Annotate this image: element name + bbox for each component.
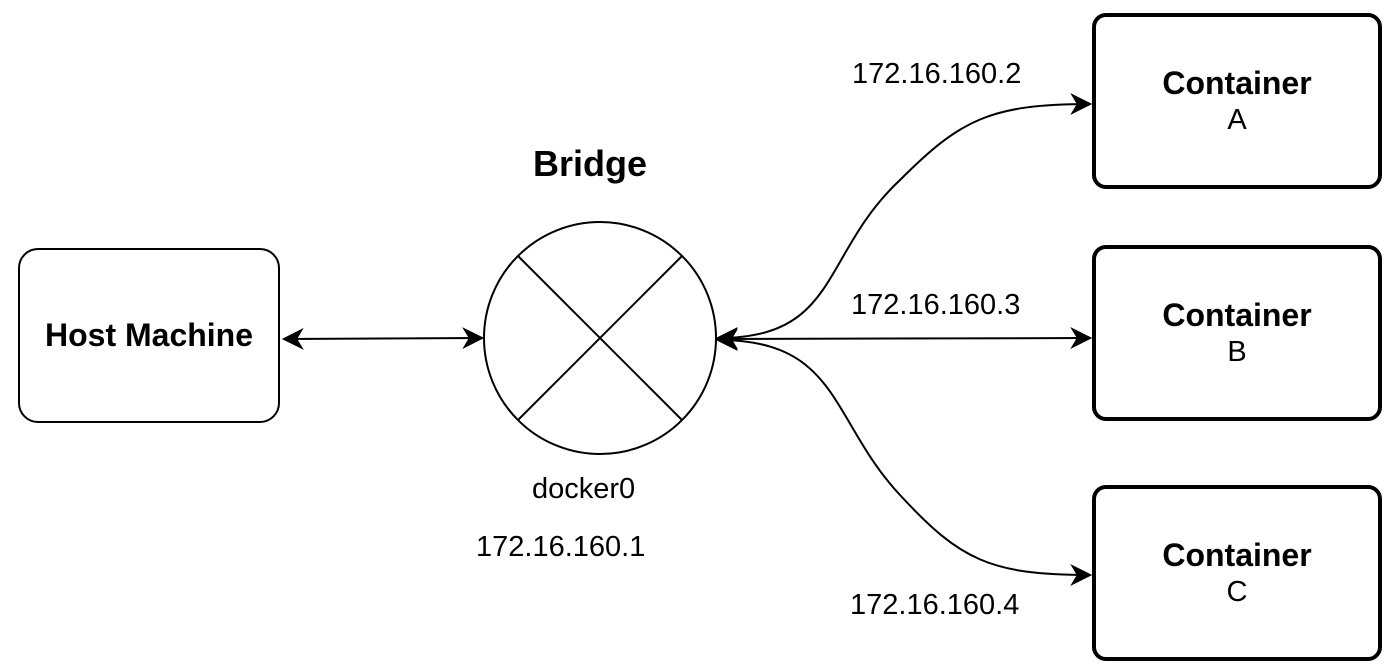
- container-a-letter: A: [1227, 104, 1247, 136]
- bridge-interface-label: docker0: [532, 473, 636, 505]
- bridge-title: Bridge: [533, 143, 648, 184]
- container-a-node: Container A: [1092, 13, 1382, 189]
- container-b-node: Container B: [1092, 245, 1382, 421]
- container-c-ip-label: 172.16.160.4: [850, 589, 1020, 621]
- host-bridge-link: [281, 327, 485, 350]
- container-b-ip-label: 172.16.160.3: [851, 289, 1021, 321]
- container-a-ip-label: 172.16.160.2: [852, 58, 1022, 90]
- host-machine-label: Host Machine: [44, 317, 254, 353]
- container-b-letter: B: [1227, 336, 1247, 368]
- bridge-container-c-link: [715, 329, 1093, 586]
- container-a-title: Container: [1162, 65, 1312, 101]
- container-c-node: Container C: [1092, 485, 1382, 661]
- host-machine-node: Host Machine: [18, 248, 280, 423]
- container-c-letter: C: [1226, 576, 1248, 608]
- bridge-ip-label: 172.16.160.1: [476, 531, 646, 563]
- container-b-title: Container: [1162, 297, 1312, 333]
- bridge-icon: [483, 221, 717, 455]
- bridge-container-a-link: [715, 93, 1093, 349]
- container-c-title: Container: [1162, 537, 1312, 573]
- bridge-container-b-link: [715, 327, 1093, 350]
